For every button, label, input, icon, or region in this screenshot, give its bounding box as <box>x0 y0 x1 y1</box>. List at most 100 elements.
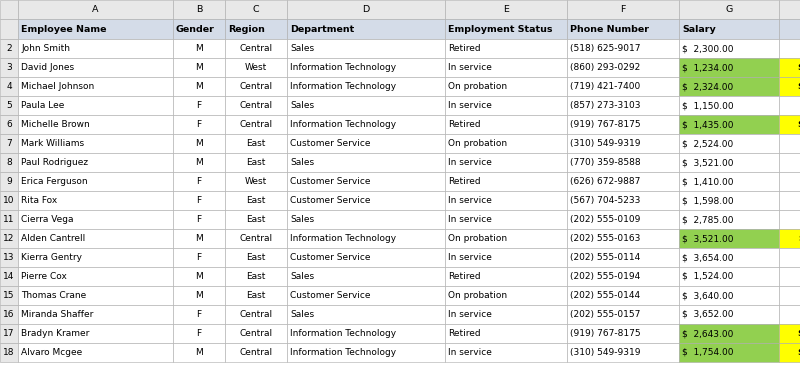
Bar <box>779 229 800 248</box>
Bar <box>18 19 173 39</box>
Bar <box>173 0 225 19</box>
Text: (770) 359-8588: (770) 359-8588 <box>570 158 641 167</box>
Bar <box>567 0 679 19</box>
Text: Sales: Sales <box>290 44 314 53</box>
Bar <box>445 19 567 39</box>
Bar <box>679 267 779 286</box>
Text: Retired: Retired <box>448 329 481 338</box>
Bar <box>567 286 679 305</box>
Text: $  3,521.00: $ 3,521.00 <box>682 158 734 167</box>
Text: Customer Service: Customer Service <box>290 177 370 186</box>
Text: $2,643.00: $2,643.00 <box>798 329 800 338</box>
Bar <box>679 305 779 324</box>
Text: $  1,754.00: $ 1,754.00 <box>682 348 734 357</box>
Text: Sales: Sales <box>290 272 314 281</box>
Text: Alden Cantrell: Alden Cantrell <box>21 234 86 243</box>
Text: East: East <box>246 196 266 205</box>
Bar <box>18 343 173 362</box>
Bar <box>173 115 225 134</box>
Bar <box>679 77 779 96</box>
Text: East: East <box>246 215 266 224</box>
Text: 15: 15 <box>3 291 14 300</box>
Bar <box>679 58 779 77</box>
Bar <box>0 267 18 286</box>
Text: (626) 672-9887: (626) 672-9887 <box>570 177 640 186</box>
Bar <box>173 248 225 267</box>
Bar <box>173 305 225 324</box>
Bar <box>445 77 567 96</box>
Bar <box>287 343 445 362</box>
Text: (518) 625-9017: (518) 625-9017 <box>570 44 641 53</box>
Text: A: A <box>92 5 98 14</box>
Text: $  1,234.00: $ 1,234.00 <box>682 63 734 72</box>
Bar <box>225 343 287 362</box>
Bar <box>18 191 173 210</box>
Text: East: East <box>246 158 266 167</box>
Text: West: West <box>245 63 267 72</box>
Text: B: B <box>196 5 202 14</box>
Text: Paul Rodriguez: Paul Rodriguez <box>21 158 88 167</box>
Bar <box>173 96 225 115</box>
Text: Information Technology: Information Technology <box>290 234 396 243</box>
Text: $  2,324.00: $ 2,324.00 <box>682 82 734 91</box>
Bar <box>679 210 779 229</box>
Bar <box>0 134 18 153</box>
Bar <box>287 153 445 172</box>
Text: Information Technology: Information Technology <box>290 329 396 338</box>
Bar <box>679 115 779 134</box>
Text: On probation: On probation <box>448 139 507 148</box>
Text: On probation: On probation <box>448 82 507 91</box>
Bar <box>225 153 287 172</box>
Text: (919) 767-8175: (919) 767-8175 <box>570 329 641 338</box>
Bar <box>779 343 800 362</box>
Text: E: E <box>503 5 509 14</box>
Bar <box>679 19 779 39</box>
Bar <box>567 229 679 248</box>
Bar <box>18 172 173 191</box>
Text: John Smith: John Smith <box>21 44 70 53</box>
Bar <box>567 324 679 343</box>
Bar <box>779 96 800 115</box>
Text: Thomas Crane: Thomas Crane <box>21 291 86 300</box>
Bar <box>0 343 18 362</box>
Bar <box>567 172 679 191</box>
Text: $  1,150.00: $ 1,150.00 <box>682 101 734 110</box>
Text: M: M <box>195 234 203 243</box>
Bar <box>225 58 287 77</box>
Bar <box>18 305 173 324</box>
Bar <box>225 286 287 305</box>
Bar <box>173 58 225 77</box>
Text: East: East <box>246 253 266 262</box>
Text: $2,324.00: $2,324.00 <box>798 82 800 91</box>
Bar <box>18 77 173 96</box>
Text: In service: In service <box>448 63 492 72</box>
Bar <box>287 267 445 286</box>
Text: Region: Region <box>228 25 265 33</box>
Bar <box>287 324 445 343</box>
Text: Information Technology: Information Technology <box>290 348 396 357</box>
Bar <box>779 286 800 305</box>
Text: (860) 293-0292: (860) 293-0292 <box>570 63 640 72</box>
Bar <box>0 229 18 248</box>
Bar <box>779 115 800 134</box>
Text: Bradyn Kramer: Bradyn Kramer <box>21 329 90 338</box>
Bar <box>18 96 173 115</box>
Text: M: M <box>195 272 203 281</box>
Bar <box>0 39 18 58</box>
Text: (202) 555-0114: (202) 555-0114 <box>570 253 640 262</box>
Text: Central: Central <box>239 348 273 357</box>
Bar <box>779 19 800 39</box>
Bar <box>173 286 225 305</box>
Bar <box>445 58 567 77</box>
Text: 8: 8 <box>6 158 12 167</box>
Bar <box>225 77 287 96</box>
Text: $  3,521.00: $ 3,521.00 <box>682 234 734 243</box>
Text: 12: 12 <box>3 234 14 243</box>
Bar <box>679 39 779 58</box>
Text: 10: 10 <box>3 196 14 205</box>
Bar <box>225 248 287 267</box>
Bar <box>445 134 567 153</box>
Text: D: D <box>362 5 370 14</box>
Text: $  3,652.00: $ 3,652.00 <box>682 310 734 319</box>
Text: 6: 6 <box>6 120 12 129</box>
